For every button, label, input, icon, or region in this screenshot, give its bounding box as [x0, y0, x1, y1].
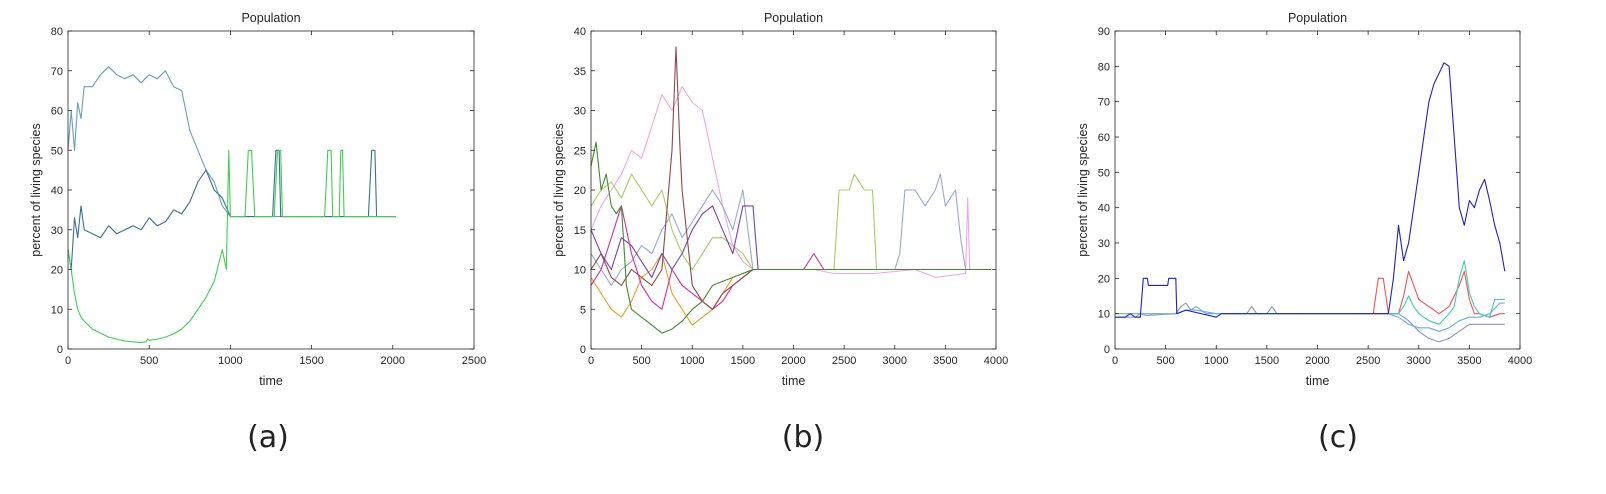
- chart-b-y-tick-label: 20: [574, 185, 586, 197]
- chart-a-plot-area: [68, 31, 474, 349]
- chart-b-x-axis-label: time: [782, 374, 806, 388]
- chart-c-y-tick-label: 10: [1098, 309, 1110, 321]
- chart-b-series-line-7: [590, 46, 991, 310]
- chart-a-y-tick-label: 50: [51, 145, 63, 157]
- chart-b-x-tick-label: 3000: [883, 355, 907, 367]
- chart-c-y-tick-label: 0: [1104, 344, 1110, 356]
- chart-b-series-line-8: [590, 141, 991, 334]
- chart-b-x-tick-label: 4000: [984, 355, 1008, 367]
- chart-a-y-tick-label: 70: [51, 66, 63, 78]
- chart-b-series-line-2: [590, 173, 991, 286]
- chart-b-plot-area: [591, 31, 996, 349]
- chart-b-title: Population: [764, 11, 823, 25]
- chart-a-y-axis-label: percent of living species: [29, 123, 43, 256]
- chart-c-x-tick-label: 1000: [1204, 355, 1228, 367]
- chart-c-y-tick-label: 80: [1098, 61, 1110, 73]
- chart-a-x-axis-label: time: [259, 374, 283, 388]
- chart-c-x-tick-label: 1500: [1255, 355, 1279, 367]
- chart-a-y-tick-label: 30: [51, 225, 63, 237]
- chart-a-series-line-2: [67, 149, 396, 271]
- chart-b-y-tick-label: 35: [574, 66, 586, 78]
- chart-c-series-line-4: [1115, 302, 1505, 332]
- chart-c-x-tick-label: 4000: [1508, 355, 1532, 367]
- chart-c-y-tick-label: 30: [1098, 238, 1110, 250]
- chart-c-y-tick-label: 60: [1098, 132, 1110, 144]
- chart-c-x-tick-label: 0: [1112, 355, 1118, 367]
- chart-b-y-tick-label: 0: [580, 344, 586, 356]
- chart-a: 0 500 1000 1500 2000 2500 0 10 20 30 40 50 60 70 80 Pop…: [29, 11, 486, 388]
- chart-b-series-line-6: [590, 205, 991, 278]
- chart-c-x-axis-label: time: [1306, 374, 1330, 388]
- chart-c-x-tick-label: 500: [1156, 355, 1174, 367]
- chart-b-y-tick-label: 40: [574, 26, 586, 38]
- chart-b: 0 500 1000 1500 2000 2500 3000 3500 4000 0 5 10 15 20…: [552, 11, 1008, 388]
- caption-a: (a): [247, 420, 289, 455]
- chart-a-y-tick-label: 10: [51, 304, 63, 316]
- chart-c-series-line-3: [1388, 260, 1505, 325]
- chart-c-x-tick-label: 3500: [1457, 355, 1481, 367]
- chart-b-y-tick-label: 15: [574, 225, 586, 237]
- chart-b-y-tick-label: 30: [574, 106, 586, 118]
- chart-c-x-tick-label: 3000: [1407, 355, 1431, 367]
- chart-c-title: Population: [1288, 11, 1347, 25]
- chart-b-y-tick-label: 25: [574, 145, 586, 157]
- chart-b-x-tick-label: 1500: [731, 355, 755, 367]
- chart-c-series-line-5: [1115, 62, 1506, 318]
- chart-c-y-axis-label: percent of living species: [1076, 123, 1090, 256]
- chart-a-x-tick-label: 1500: [299, 355, 323, 367]
- chart-a-y-tick-label: 80: [51, 26, 63, 38]
- chart-c-y-tick-label: 50: [1098, 167, 1110, 179]
- chart-c: 0 500 1000 1500 2000 2500 3000 3500 4000 0 10 20 30 4…: [1076, 11, 1532, 388]
- caption-b: (b): [781, 420, 825, 455]
- chart-c-x-tick-label: 2000: [1305, 355, 1329, 367]
- chart-b-x-tick-label: 500: [632, 355, 650, 367]
- chart-a-y-tick-label: 40: [51, 185, 63, 197]
- chart-a-title: Population: [241, 11, 300, 25]
- chart-a-x-tick-label: 500: [140, 355, 158, 367]
- chart-c-y-tick-label: 70: [1098, 97, 1110, 109]
- chart-c-y-tick-label: 90: [1098, 26, 1110, 38]
- chart-b-y-axis-label: percent of living species: [552, 123, 566, 256]
- chart-c-series-line-1: [1115, 302, 1505, 343]
- chart-a-y-tick-label: 20: [51, 265, 63, 277]
- chart-b-y-tick-label: 5: [580, 304, 586, 316]
- chart-a-x-tick-label: 0: [65, 355, 71, 367]
- chart-c-x-tick-label: 2500: [1356, 355, 1380, 367]
- chart-b-x-tick-label: 1000: [680, 355, 704, 367]
- chart-a-x-tick-label: 1000: [218, 355, 242, 367]
- chart-b-x-tick-label: 2500: [832, 355, 856, 367]
- chart-a-x-tick-label: 2500: [462, 355, 486, 367]
- chart-b-series-line-1: [590, 86, 991, 278]
- chart-b-x-tick-label: 0: [588, 355, 594, 367]
- chart-b-x-tick-label: 3500: [933, 355, 957, 367]
- chart-a-x-tick-label: 2000: [381, 355, 405, 367]
- caption-c: (c): [1318, 420, 1358, 455]
- chart-b-y-tick-label: 10: [574, 265, 586, 277]
- chart-c-y-tick-label: 40: [1098, 203, 1110, 215]
- chart-c-plot-area: [1115, 31, 1520, 349]
- chart-b-x-tick-label: 2000: [781, 355, 805, 367]
- chart-a-y-tick-label: 0: [57, 344, 63, 356]
- chart-b-series-line-3: [590, 173, 991, 271]
- chart-a-y-tick-label: 60: [51, 106, 63, 118]
- chart-a-series-line-3: [67, 149, 396, 344]
- chart-c-y-tick-label: 20: [1098, 273, 1110, 285]
